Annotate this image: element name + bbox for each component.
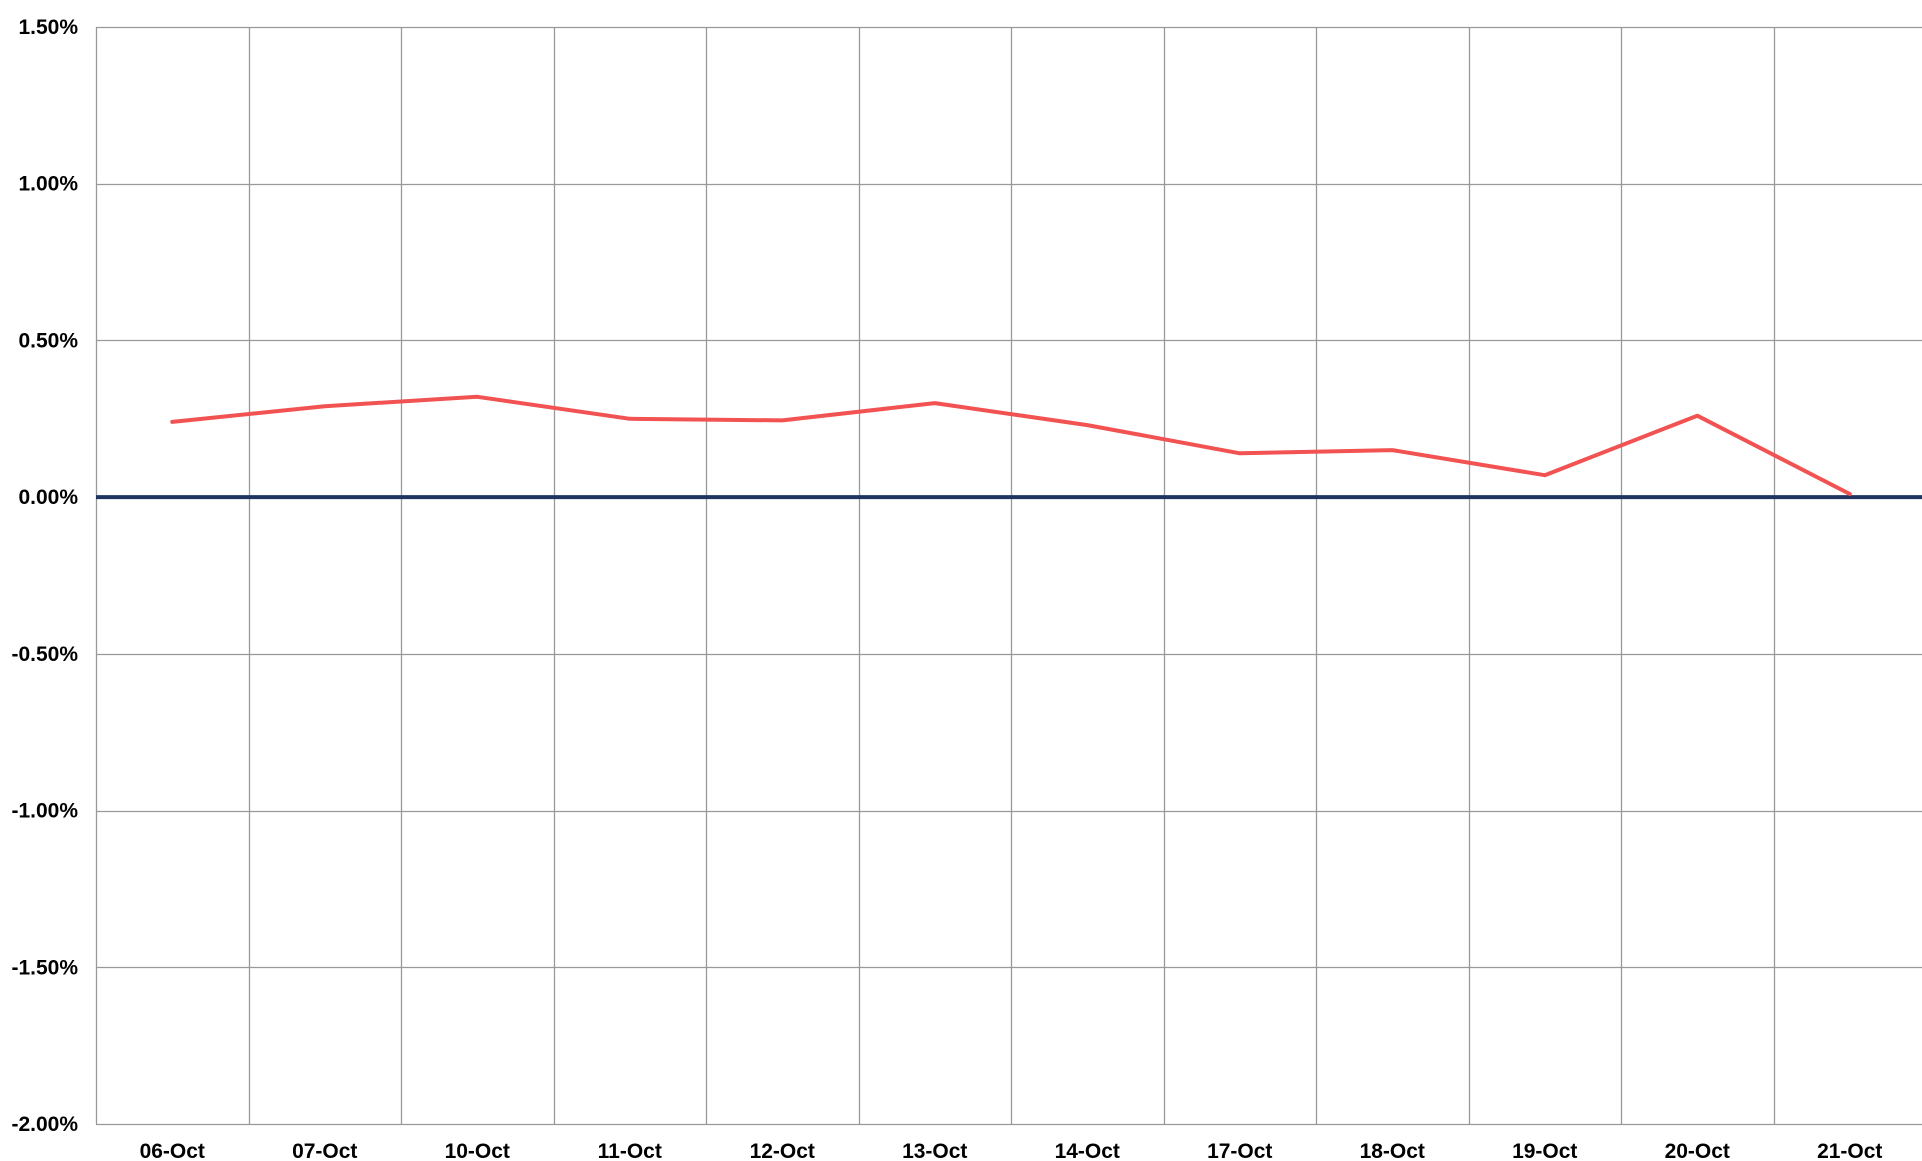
x-tick-label: 21-Oct [1817, 1140, 1882, 1161]
y-tick-label: 1.00% [18, 173, 78, 196]
x-tick-label: 17-Oct [1207, 1140, 1272, 1161]
series-layer [170, 394, 1852, 496]
x-tick-label: 13-Oct [902, 1140, 967, 1161]
y-tick-label: -0.50% [11, 643, 78, 666]
grid-layer [95, 26, 1922, 1126]
x-tick-label: 07-Oct [292, 1140, 357, 1161]
x-tick-label: 06-Oct [140, 1140, 205, 1161]
x-tick-label: 11-Oct [598, 1140, 662, 1161]
x-tick-label: 14-Oct [1055, 1140, 1120, 1161]
y-tick-label: -1.00% [11, 800, 78, 823]
y-tick-label: -2.00% [11, 1113, 78, 1136]
x-tick-labels: 06-Oct 07-Oct 10-Oct 11-Oct 12-Oct 13-Oct 14-O… [140, 1140, 1883, 1161]
x-tick-label: 19-Oct [1512, 1140, 1577, 1161]
x-tick-label: 20-Oct [1665, 1140, 1730, 1161]
y-tick-label: 0.50% [18, 329, 78, 352]
x-tick-label: 12-Oct [750, 1140, 815, 1161]
series-line [170, 394, 1852, 496]
x-tick-label: 10-Oct [445, 1140, 510, 1161]
y-tick-label: 1.50% [18, 16, 78, 39]
y-tick-label: 0.00% [18, 486, 78, 509]
x-tick-label: 18-Oct [1360, 1140, 1425, 1161]
y-tick-labels: 1.50% 1.00% 0.50% 0.00% -0.50% -1.00% -1.50% -2… [11, 16, 78, 1136]
y-tick-label: -1.50% [11, 956, 78, 979]
